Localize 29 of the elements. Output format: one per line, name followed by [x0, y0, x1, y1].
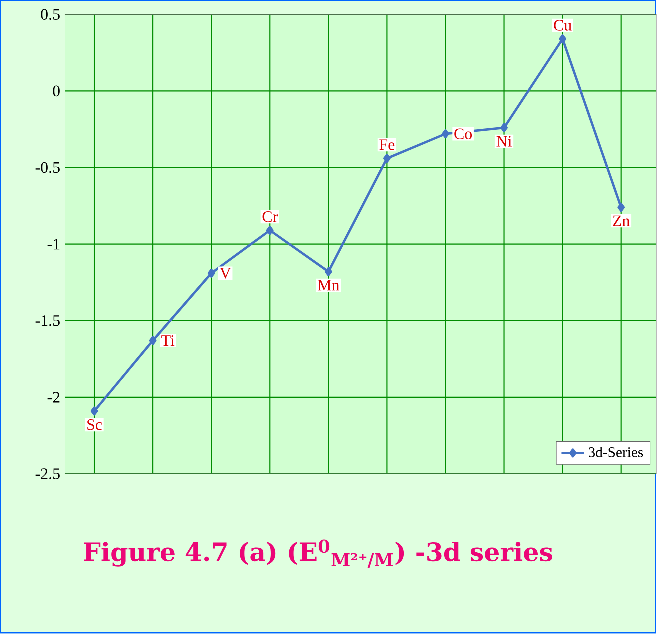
point	[324, 267, 332, 277]
y-tick-label: 0	[53, 86, 60, 97]
point	[559, 34, 567, 44]
x-tick-label: Mn	[318, 280, 340, 291]
text: Figure 4.7 (a) (E$^{0}$$_{M²⁺/M}$) -3d series	[84, 540, 552, 568]
point	[500, 124, 508, 133]
y-tick-label: -1.5	[36, 316, 60, 326]
x-tick-label: Ni	[496, 136, 512, 147]
point	[149, 336, 157, 346]
point	[442, 130, 450, 139]
x-tick-label: Sc	[88, 420, 102, 430]
point	[208, 268, 216, 278]
x-tick-label: Ti	[162, 336, 175, 346]
x-tick-label: V	[220, 268, 232, 279]
y-tick-label: -2	[48, 392, 60, 403]
point	[618, 203, 626, 212]
y-tick-label: -2.5	[36, 468, 60, 480]
y-tick-label: 0.5	[41, 9, 60, 20]
legend-label: 3d-Series	[589, 447, 644, 458]
point	[90, 406, 98, 416]
x-tick-label: Fe	[380, 140, 395, 150]
point	[384, 154, 391, 164]
x-tick-label: Cr	[262, 212, 278, 222]
point	[266, 226, 274, 236]
x-tick-label: Co	[454, 128, 472, 140]
y-tick-label: -1	[48, 239, 60, 250]
x-tick-label: Zn	[613, 216, 630, 226]
x-tick-label: Cu	[554, 20, 572, 31]
y-tick-label: -0.5	[36, 162, 60, 174]
